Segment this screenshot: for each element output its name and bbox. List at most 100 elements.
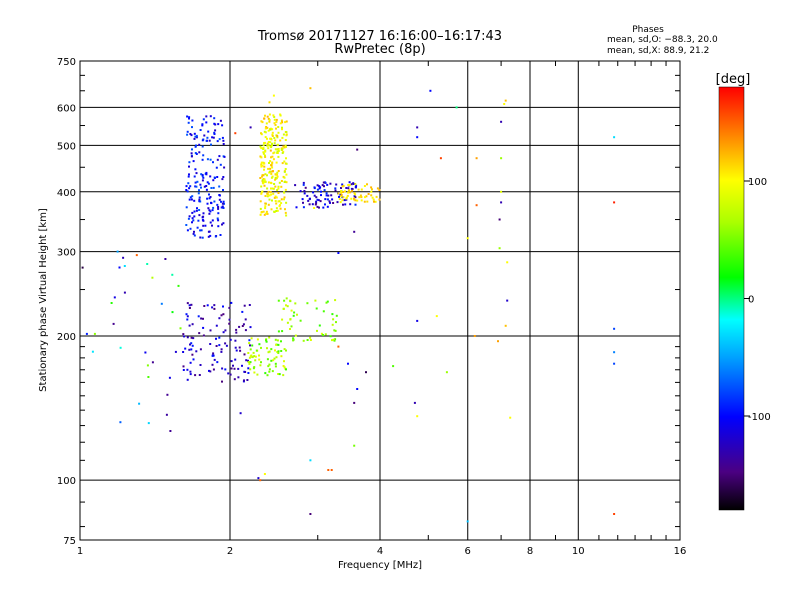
data-point [259,207,262,210]
data-point [81,266,84,269]
data-point [284,144,287,147]
data-point [250,354,253,357]
data-point [260,163,263,166]
data-point [243,379,245,382]
data-point [416,136,419,139]
data-point [218,336,221,339]
data-point [241,310,244,313]
data-point [271,199,273,202]
data-point [193,215,196,218]
data-point [272,152,275,155]
data-point [331,198,334,201]
data-point [269,128,272,131]
data-point [191,126,193,129]
data-point [500,157,503,160]
data-point [168,376,171,379]
data-point [455,106,458,109]
data-point [211,136,214,139]
data-point [281,128,283,131]
data-point [194,181,197,184]
data-point [201,139,204,142]
data-point [271,142,273,145]
data-point [277,373,280,375]
data-point [189,227,192,230]
data-point [259,364,262,367]
data-point [184,347,187,350]
data-point [272,359,275,362]
data-point [201,218,204,221]
data-point [286,321,289,324]
data-point [275,207,278,210]
data-point [269,141,272,144]
data-point [340,190,343,192]
data-point [224,368,227,371]
data-point [278,373,281,376]
data-point [273,116,276,118]
data-point [334,189,337,192]
data-point [210,143,212,146]
data-point [201,236,204,239]
data-point [270,146,273,149]
data-point [335,314,338,317]
data-point [322,206,325,209]
data-point [218,155,221,158]
data-point [186,318,189,321]
data-point [270,348,273,351]
data-point [271,144,273,147]
data-point [340,195,343,198]
data-point [260,161,263,164]
data-point [194,374,197,377]
x-tick-label: 4 [377,546,383,557]
data-point [354,196,357,199]
data-point [270,182,273,185]
data-point [276,189,279,192]
data-point [264,195,267,197]
data-point [319,186,322,189]
data-point [316,198,319,201]
data-point [205,188,208,191]
data-point [216,203,219,206]
data-point [199,348,202,351]
data-point [338,195,340,198]
data-point [259,155,262,158]
data-point [339,201,342,204]
data-point [262,174,265,177]
data-point [498,247,501,250]
data-point [198,209,201,211]
data-point [229,338,232,341]
data-point [222,143,225,145]
data-point [217,123,220,126]
y-tick-label: 400 [57,188,76,199]
data-point [276,209,279,212]
data-point [265,339,267,342]
data-point [270,176,273,179]
minor-ticks [80,61,680,540]
data-point [188,117,190,120]
data-point [260,185,263,188]
data-point [233,378,236,381]
data-point [268,350,271,353]
data-point [473,335,476,337]
data-point [186,368,189,371]
y-tick-label: 750 [57,57,76,68]
data-point [262,180,265,183]
data-point [413,401,416,404]
data-point [200,229,203,232]
x-tick-label: 2 [227,546,233,557]
data-point [277,126,280,128]
data-point [249,348,252,351]
data-point [333,339,336,342]
data-point [285,120,288,123]
data-point [221,380,223,383]
data-point [275,210,278,212]
data-point [293,311,296,314]
data-point [273,151,276,154]
data-point [349,191,352,194]
data-point [281,152,284,154]
data-point [271,175,274,178]
data-point [198,374,201,376]
data-point [191,323,194,326]
data-point [304,186,307,189]
data-point [286,305,289,308]
data-point [332,202,335,204]
